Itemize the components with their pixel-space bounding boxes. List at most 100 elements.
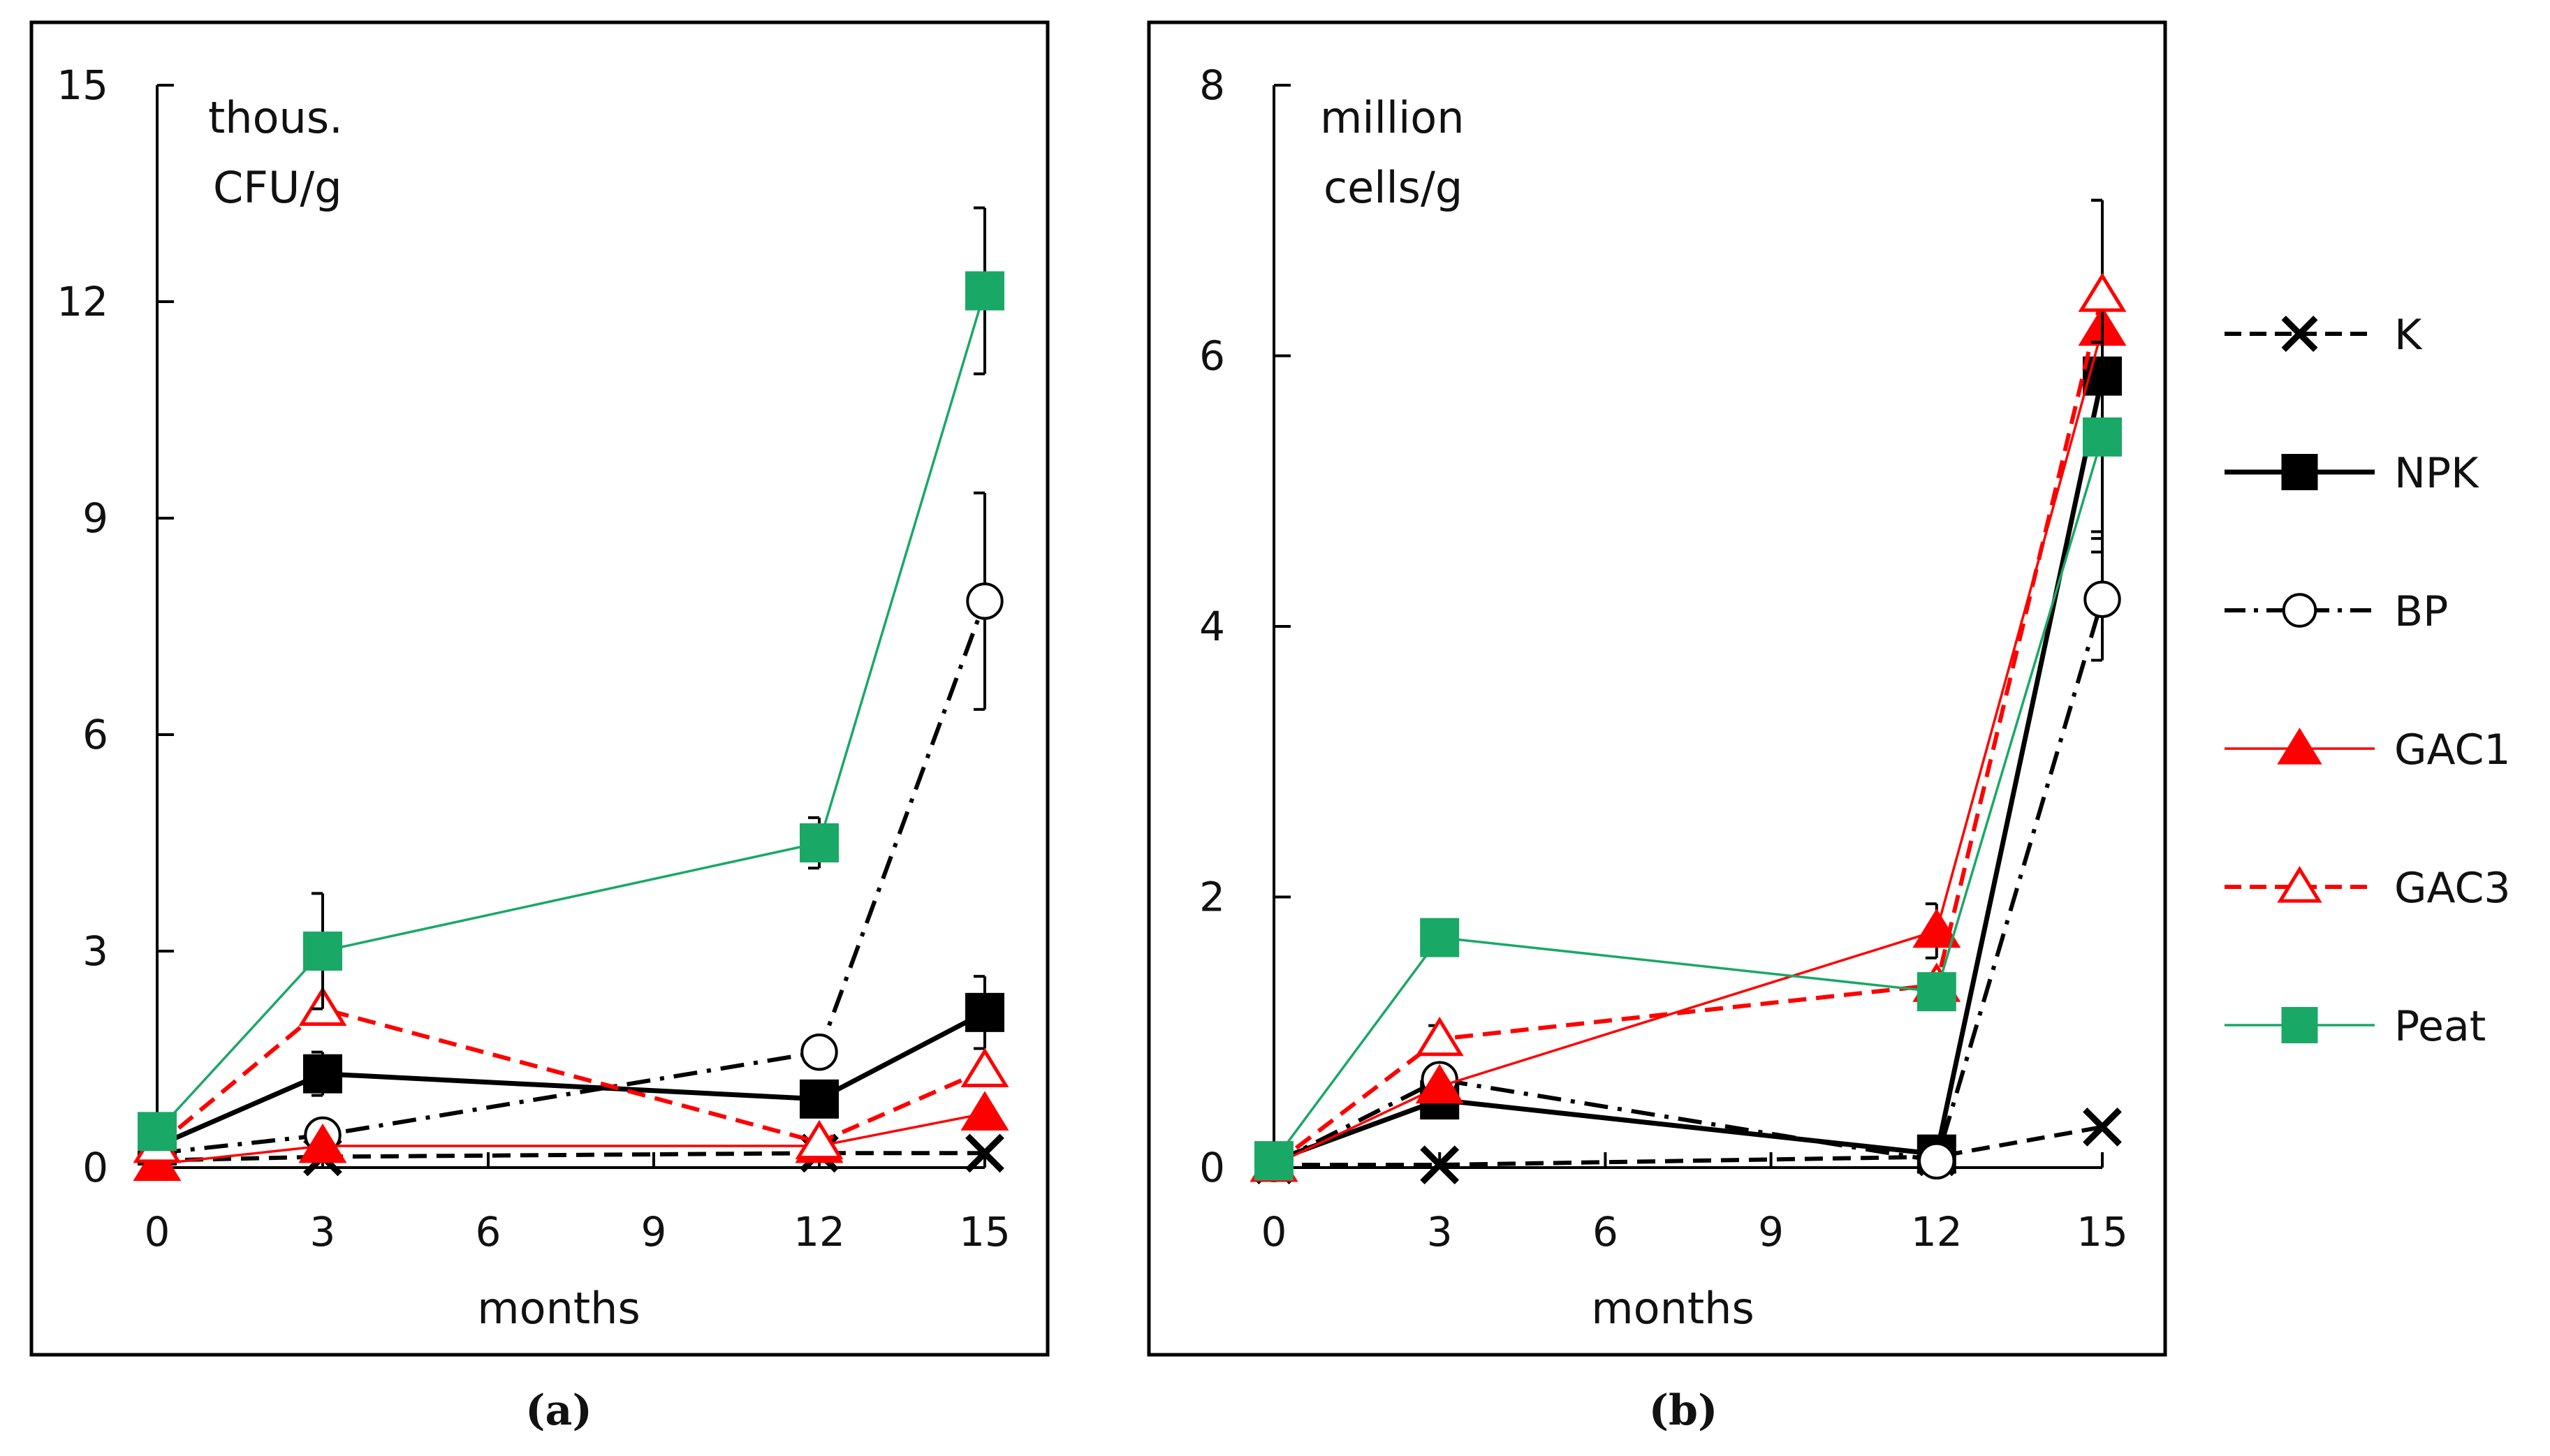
panel-a-point-npk xyxy=(965,992,1004,1032)
legend-label-npk: NPK xyxy=(2394,449,2479,498)
panel-a-y-tick-label: 0 xyxy=(82,1144,108,1191)
panel-b-caption: (b) xyxy=(1649,1386,1718,1435)
panel-a-x-tick-label: 3 xyxy=(310,1208,336,1256)
legend-marker-peat xyxy=(2281,1007,2318,1043)
panel-b-y-tick-label: 4 xyxy=(1199,603,1225,650)
panel-a-series xyxy=(133,206,1009,1182)
panel-a-caption: (a) xyxy=(525,1386,592,1435)
panel-b-point-peat xyxy=(2083,417,2122,457)
panel-a-x-tick-label: 12 xyxy=(793,1208,845,1256)
panel-a-point-peat xyxy=(138,1112,177,1152)
panel-b-y-tick-label: 8 xyxy=(1199,61,1225,109)
panel-b-line-peat xyxy=(1273,436,2104,1162)
legend-marker-gac1 xyxy=(2277,728,2322,765)
panel-a-y-tick-label: 9 xyxy=(82,494,108,542)
panel-b-x-tick-label: 9 xyxy=(1758,1208,1784,1256)
legend-label-gac3: GAC3 xyxy=(2394,864,2511,913)
panel-a-x-axis-label: months xyxy=(477,1283,640,1334)
panel-b-point-peat xyxy=(1420,918,1460,957)
panel-b-point-gac1 xyxy=(1415,1064,1464,1104)
panel-a-series-peat xyxy=(138,206,1004,1152)
panel-b-y-ticks: 0 2 4 6 8 xyxy=(1199,61,1291,1191)
panel-a-y-tick-label: 6 xyxy=(82,711,108,758)
legend-entry-gac1: GAC1 xyxy=(2225,726,2511,774)
legend-marker-k xyxy=(2281,316,2318,352)
panel-a-point-k xyxy=(965,1133,1004,1173)
panel-a-point-gac1 xyxy=(960,1091,1009,1131)
panel-b-line-gac1 xyxy=(1273,328,2104,1166)
panel-a-y-tick-label: 12 xyxy=(57,278,108,325)
panel-a-y-tick-label: 15 xyxy=(57,61,108,109)
panel-a-x-tick-label: 6 xyxy=(476,1208,501,1256)
legend: K NPK BP GAC1 GAC3 Peat xyxy=(2225,311,2511,1051)
panel-a-y-tick-label: 3 xyxy=(82,927,108,975)
panel-b-series xyxy=(1250,198,2127,1185)
panel-a-line-gac1 xyxy=(156,1112,985,1165)
panel-b-y-tick-label: 2 xyxy=(1199,874,1225,921)
legend-marker-gac3 xyxy=(2277,866,2322,903)
panel-b-point-gac3 xyxy=(2078,272,2127,312)
panel-b-x-tick-label: 12 xyxy=(1911,1208,1963,1256)
panel-a-unit-line2: CFU/g xyxy=(213,162,342,213)
panel-b-point-gac3 xyxy=(1415,1016,1464,1057)
legend-entry-npk: NPK xyxy=(2225,449,2479,498)
panel-a-point-npk xyxy=(303,1054,342,1094)
panel-b-point-k xyxy=(1420,1145,1460,1185)
panel-a-line-gac3 xyxy=(156,1006,986,1148)
panel-b-x-tick-label: 6 xyxy=(1592,1208,1618,1256)
panel-a-x-tick-label: 9 xyxy=(641,1208,667,1256)
panel-a-frame xyxy=(29,20,1050,1357)
panel-b-x-tick-label: 3 xyxy=(1427,1208,1453,1256)
panel-b-x-tick-label: 15 xyxy=(2076,1208,2128,1256)
panel-b-point-peat xyxy=(1254,1141,1294,1181)
panel-b-x-axis-label: months xyxy=(1591,1283,1754,1334)
panel-b-series-gac3 xyxy=(1250,198,2127,1182)
panel-b-line-bp xyxy=(1273,598,2104,1165)
panel-b-series-peat xyxy=(1254,341,2122,1181)
panel-b-unit-line1: million xyxy=(1320,92,1465,143)
legend-marker-npk xyxy=(2281,454,2318,490)
panel-a-line-k xyxy=(156,1151,985,1163)
panel-b-point-bp xyxy=(2083,580,2121,618)
panel-a-y-ticks: 0 3 6 9 12 15 xyxy=(57,61,174,1191)
panel-a-line-npk xyxy=(156,1010,986,1149)
panel-b-series-bp xyxy=(1255,537,2121,1182)
panel-a-line-peat xyxy=(156,290,986,1133)
panel-a-unit-line1: thous. xyxy=(208,92,343,143)
panel-a-x-tick-label: 0 xyxy=(145,1208,170,1256)
panel-a-point-gac1 xyxy=(298,1123,347,1163)
panel-a-point-peat xyxy=(965,271,1004,311)
panel-b-plot: 0 2 4 6 8 0 3 6 9 12 15 million cells/g months xyxy=(1199,61,2128,1334)
panel-b-series-npk xyxy=(1254,198,2122,1181)
panel-a-plot: 0 3 6 9 12 15 0 3 6 9 12 15 thous. CFU/g months xyxy=(57,61,1011,1334)
panel-b-point-bp xyxy=(1918,1142,1956,1180)
panel-a-x-ticks: 0 3 6 9 12 15 xyxy=(145,1152,1011,1256)
panel-b-frame xyxy=(1147,20,2167,1357)
legend-label-gac1: GAC1 xyxy=(2394,726,2511,774)
panel-b-x-tick-label: 0 xyxy=(1261,1208,1287,1256)
legend-label-peat: Peat xyxy=(2394,1002,2486,1051)
panel-a-point-bp xyxy=(966,582,1004,620)
panel-b-unit-line2: cells/g xyxy=(1324,162,1463,213)
panel-a-point-peat xyxy=(303,932,342,971)
panel-b-line-npk xyxy=(1273,375,2105,1163)
panel-a-point-gac3 xyxy=(960,1047,1009,1087)
panel-b-line-k xyxy=(1274,1124,2103,1168)
legend-label-k: K xyxy=(2394,311,2423,360)
panel-b-line-gac3 xyxy=(1273,294,2104,1167)
legend-entry-gac3: GAC3 xyxy=(2225,864,2511,913)
panel-a-point-peat xyxy=(800,823,839,862)
panel-b-point-peat xyxy=(1917,972,1956,1012)
legend-label-bp: BP xyxy=(2394,587,2448,636)
legend-marker-bp xyxy=(2282,593,2317,628)
legend-entry-peat: Peat xyxy=(2225,1002,2486,1051)
panel-a-point-npk xyxy=(800,1079,839,1119)
legend-entry-bp: BP xyxy=(2225,587,2448,636)
panel-a-x-tick-label: 15 xyxy=(959,1208,1011,1256)
panel-b-point-k xyxy=(2083,1107,2122,1147)
panel-b-x-ticks: 0 3 6 9 12 15 xyxy=(1261,1152,2128,1256)
panel-b-y-tick-label: 0 xyxy=(1199,1144,1225,1191)
panel-a-line-bp xyxy=(156,600,987,1156)
